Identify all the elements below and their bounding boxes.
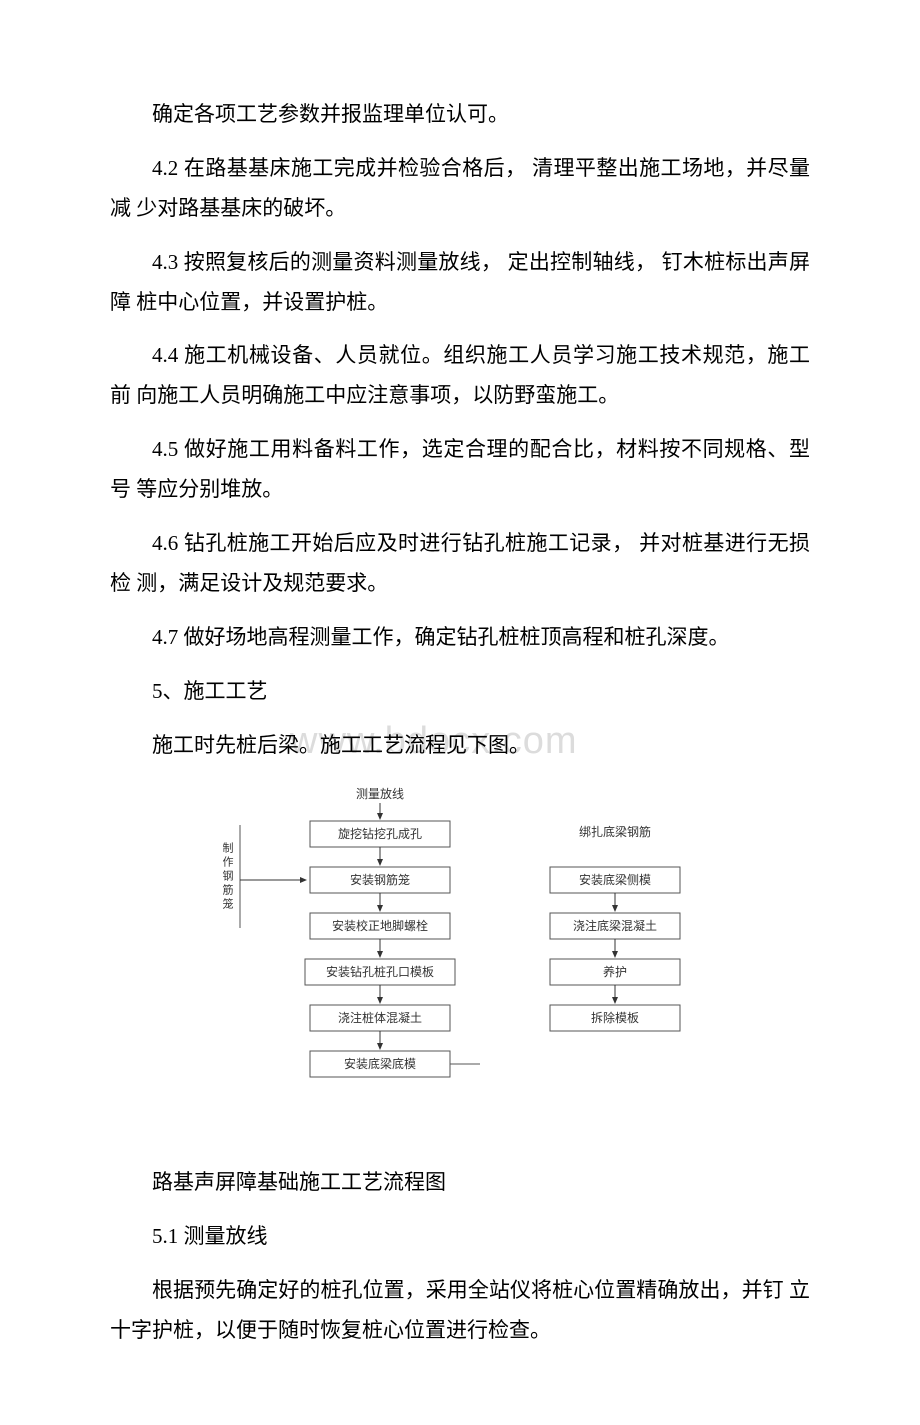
flow-box: 安装底梁底模 — [344, 1056, 416, 1071]
paragraph: 施工时先桩后梁。施工工艺流程见下图。 — [110, 726, 810, 766]
flow-box: 安装钢筋笼 — [350, 872, 410, 887]
flow-box: 安装校正地脚螺栓 — [332, 918, 428, 933]
paragraph: 根据预先确定好的桩孔位置，采用全站仪将桩心位置精确放出，并钉 立十字护桩，以便于… — [110, 1271, 810, 1351]
flowchart-svg: 测量放线 制 作 钢 筋 笼 旋挖钻挖孔成孔 安装钢筋笼 安装校正地脚螺栓 安装… — [180, 783, 740, 1143]
paragraph: 4.7 做好场地高程测量工作，确定钻孔桩桩顶高程和桩孔深度。 — [110, 618, 810, 658]
flow-side-label-1: 制 — [223, 842, 234, 855]
flow-side-label-3: 钢 — [223, 870, 234, 883]
flow-box: 拆除模板 — [591, 1010, 639, 1025]
paragraph: 4.6 钻孔桩施工开始后应及时进行钻孔桩施工记录， 并对桩基进行无损检 测，满足… — [110, 524, 810, 604]
flow-side-label-5: 笼 — [223, 897, 234, 911]
flow-box: 安装钻孔桩孔口模板 — [326, 964, 434, 979]
flow-right-top-label: 绑扎底梁钢筋 — [579, 824, 651, 839]
paragraph: 4.5 做好施工用料备料工作，选定合理的配合比，材料按不同规格、型号 等应分别堆… — [110, 430, 810, 510]
paragraph: 5、施工工艺 — [110, 672, 810, 712]
flow-side-label-2: 作 — [223, 856, 234, 869]
paragraph: 4.4 施工机械设备、人员就位。组织施工人员学习施工技术规范，施工前 向施工人员… — [110, 336, 810, 416]
flowchart-caption: 路基声屏障基础施工工艺流程图 — [110, 1163, 810, 1203]
flow-box: 安装底梁侧模 — [579, 872, 651, 887]
section-heading: 5.1 测量放线 — [110, 1217, 810, 1257]
flow-box: 旋挖钻挖孔成孔 — [338, 826, 422, 841]
paragraph: 确定各项工艺参数并报监理单位认可。 — [110, 95, 810, 135]
flow-top-label: 测量放线 — [356, 786, 404, 801]
paragraph: 4.3 按照复核后的测量资料测量放线， 定出控制轴线， 钉木桩标出声屏障 桩中心… — [110, 243, 810, 323]
flow-box: 浇注桩体混凝土 — [338, 1010, 422, 1025]
flowchart-diagram: 测量放线 制 作 钢 筋 笼 旋挖钻挖孔成孔 安装钢筋笼 安装校正地脚螺栓 安装… — [110, 783, 810, 1153]
paragraph: 4.2 在路基基床施工完成并检验合格后， 清理平整出施工场地，并尽量减 少对路基… — [110, 149, 810, 229]
flow-box: 浇注底梁混凝土 — [573, 918, 657, 933]
flow-box: 养护 — [603, 964, 627, 979]
flow-side-label-4: 筋 — [223, 883, 234, 897]
